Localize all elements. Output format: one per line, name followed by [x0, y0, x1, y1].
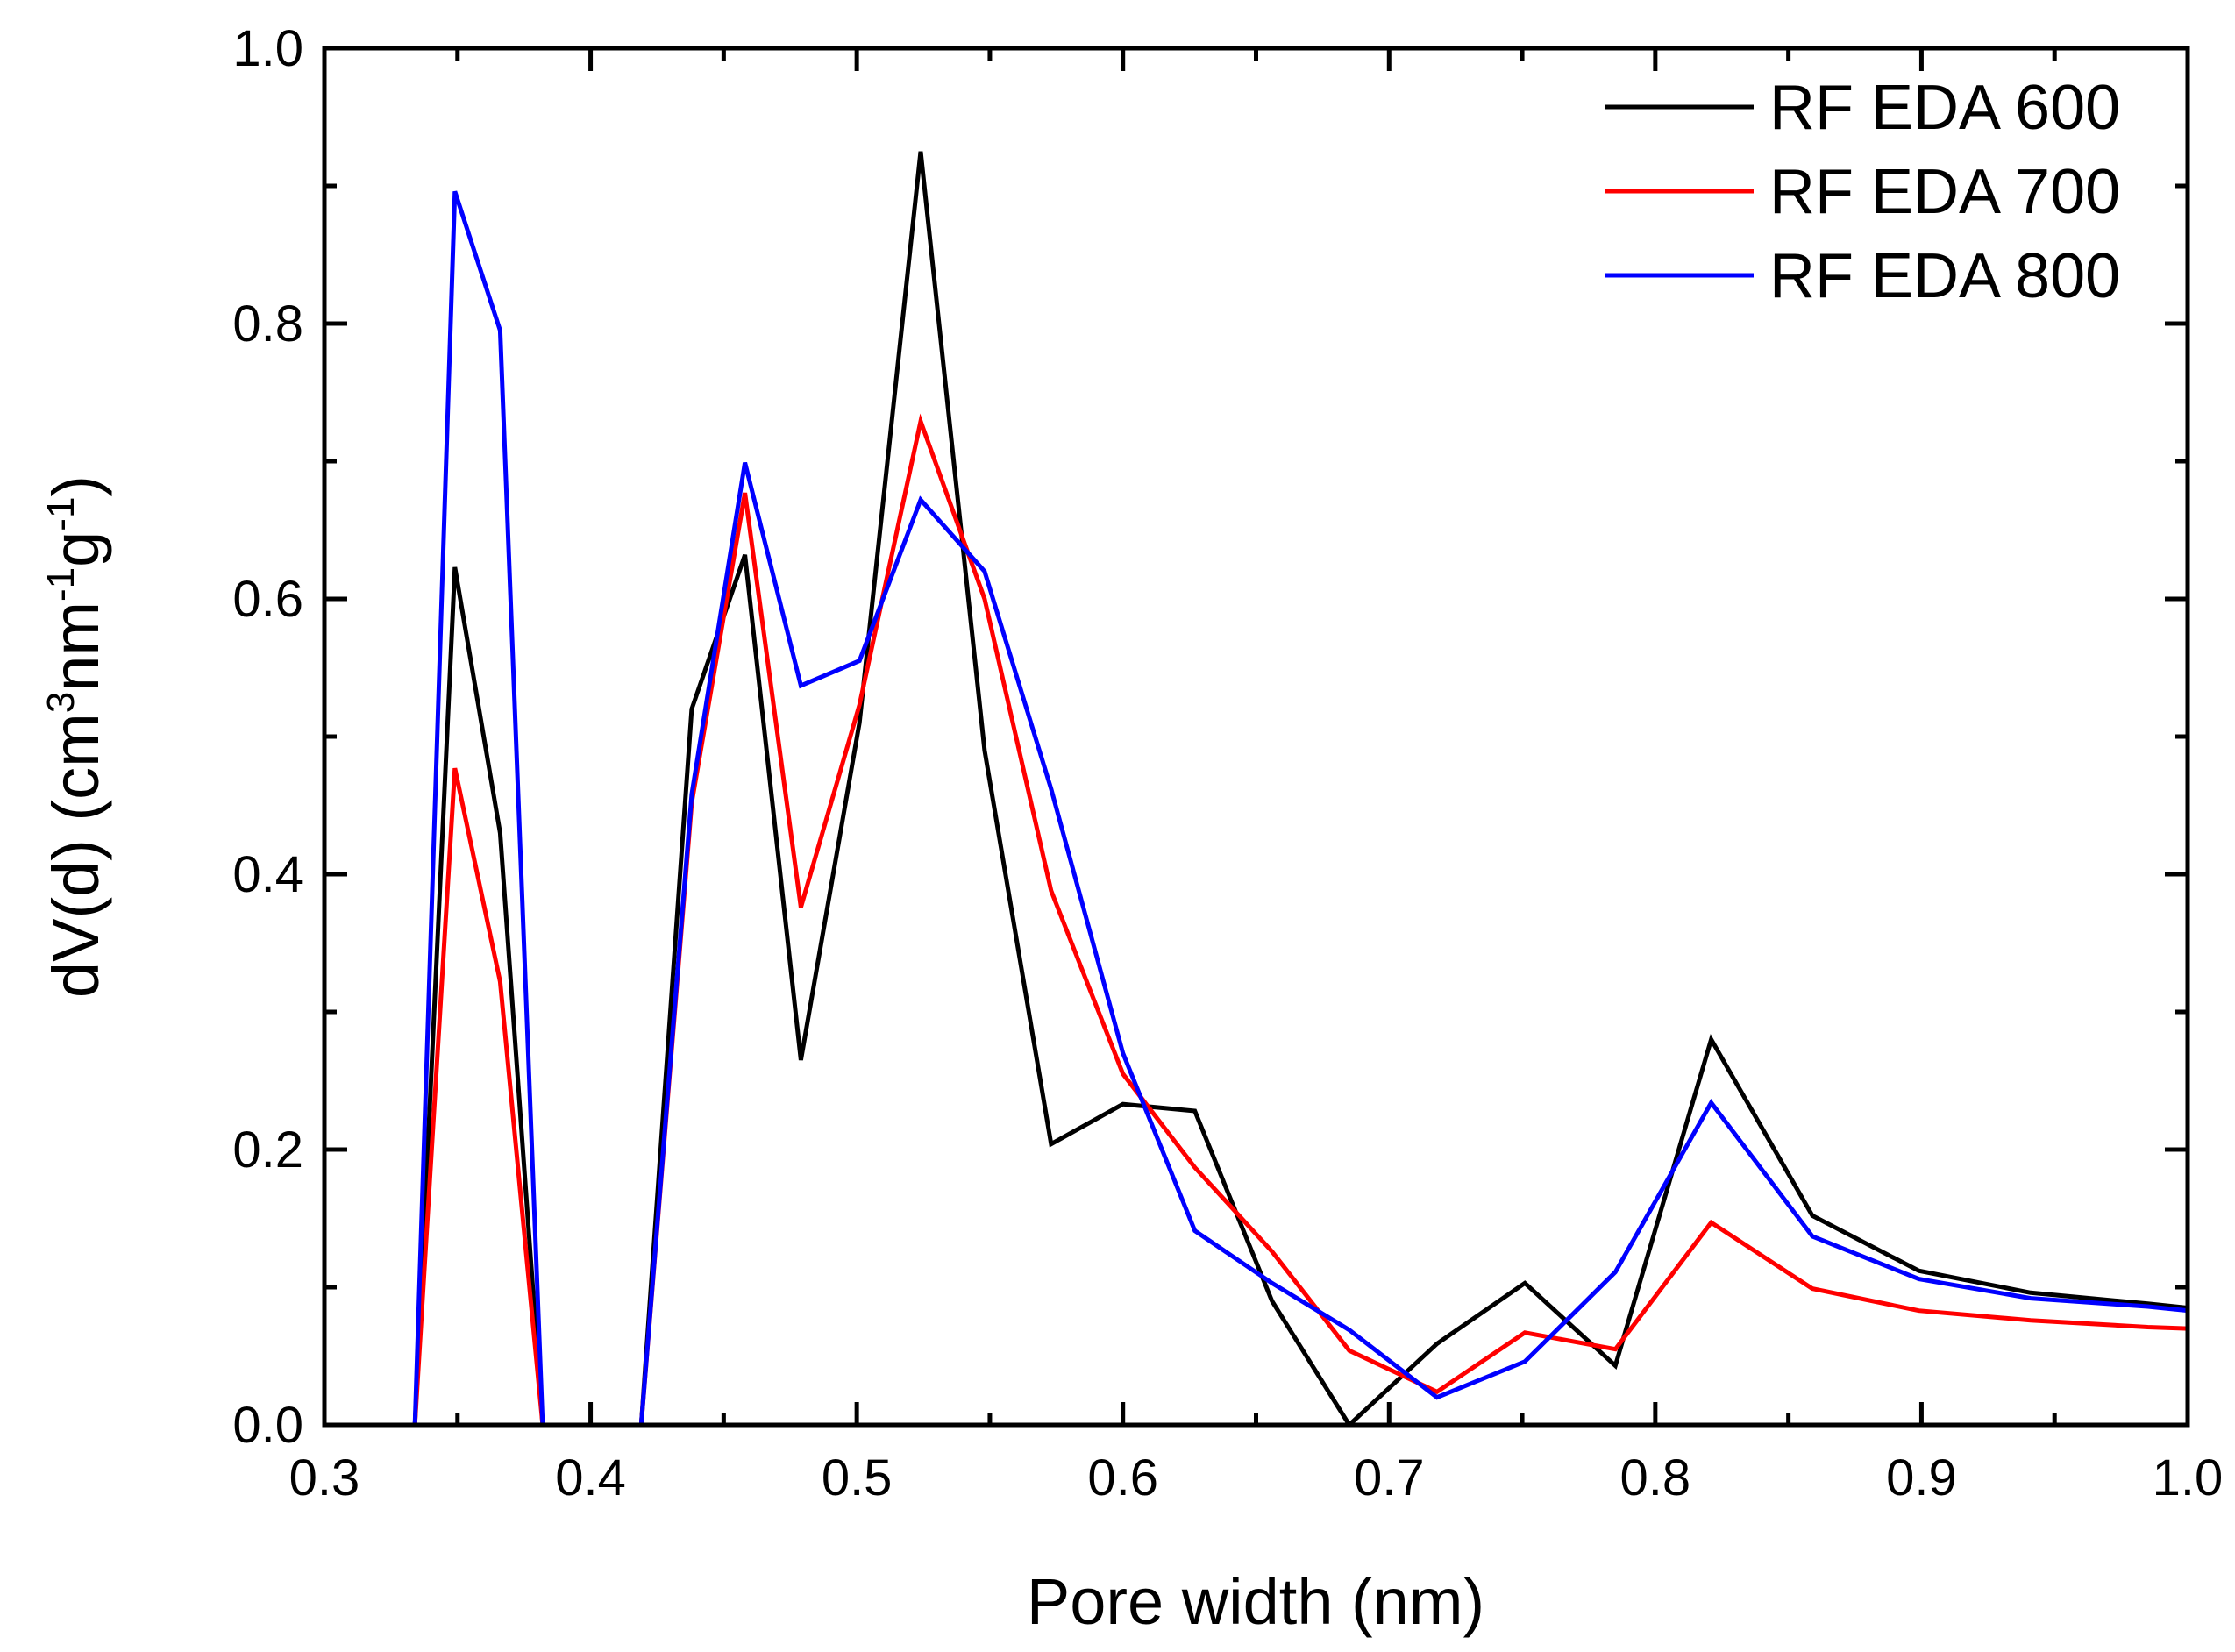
series-line-3 — [324, 190, 2188, 1425]
x-tick-label: 0.3 — [289, 1449, 360, 1506]
y-axis-title-part: dV(d) (cm — [39, 713, 112, 998]
legend: RF EDA 600 RF EDA 700 RF EDA 800 — [1605, 73, 2120, 311]
x-tick-label: 0.5 — [822, 1449, 893, 1506]
x-tick-label: 0.8 — [1620, 1449, 1691, 1506]
legend-label-2: RF EDA 700 — [1769, 157, 2120, 227]
y-axis-title-superscript: -1 — [39, 497, 82, 531]
y-axis-title-part: g — [39, 531, 112, 567]
x-tick-label: 0.7 — [1354, 1449, 1425, 1506]
ticks-layer — [322, 46, 2190, 1428]
series-layer — [324, 151, 2188, 1425]
y-tick-label: 1.0 — [232, 20, 303, 77]
y-axis-title-part: nm — [39, 602, 112, 692]
x-axis-title: Pore width (nm) — [1027, 1565, 1484, 1638]
series-line-1 — [324, 151, 2188, 1425]
legend-label-1: RF EDA 600 — [1769, 73, 2120, 143]
x-tick-label: 0.9 — [1886, 1449, 1957, 1506]
legend-label-3: RF EDA 800 — [1769, 241, 2120, 311]
series-line-2 — [324, 413, 2188, 1425]
y-axis-title-part: ) — [39, 475, 112, 497]
x-tick-label: 0.6 — [1087, 1449, 1158, 1506]
y-tick-label: 0.4 — [232, 846, 303, 903]
y-tick-label: 0.6 — [232, 571, 303, 628]
y-axis-title-superscript: 3 — [39, 692, 82, 713]
tick-labels-layer: 0.3 0.4 0.5 0.6 0.7 0.8 0.9 1.0 0.0 0.2 0.4 0.6 0.8 1… — [232, 20, 2223, 1506]
x-tick-label: 1.0 — [2153, 1449, 2224, 1506]
y-axis-title-superscript: -1 — [39, 567, 82, 602]
y-tick-label: 0.2 — [232, 1122, 303, 1178]
y-tick-label: 0.8 — [232, 296, 303, 352]
y-axis-title: dV(d) (cm3nm-1g-1) — [39, 475, 112, 998]
y-tick-label: 0.0 — [232, 1397, 303, 1454]
x-tick-label: 0.4 — [555, 1449, 626, 1506]
